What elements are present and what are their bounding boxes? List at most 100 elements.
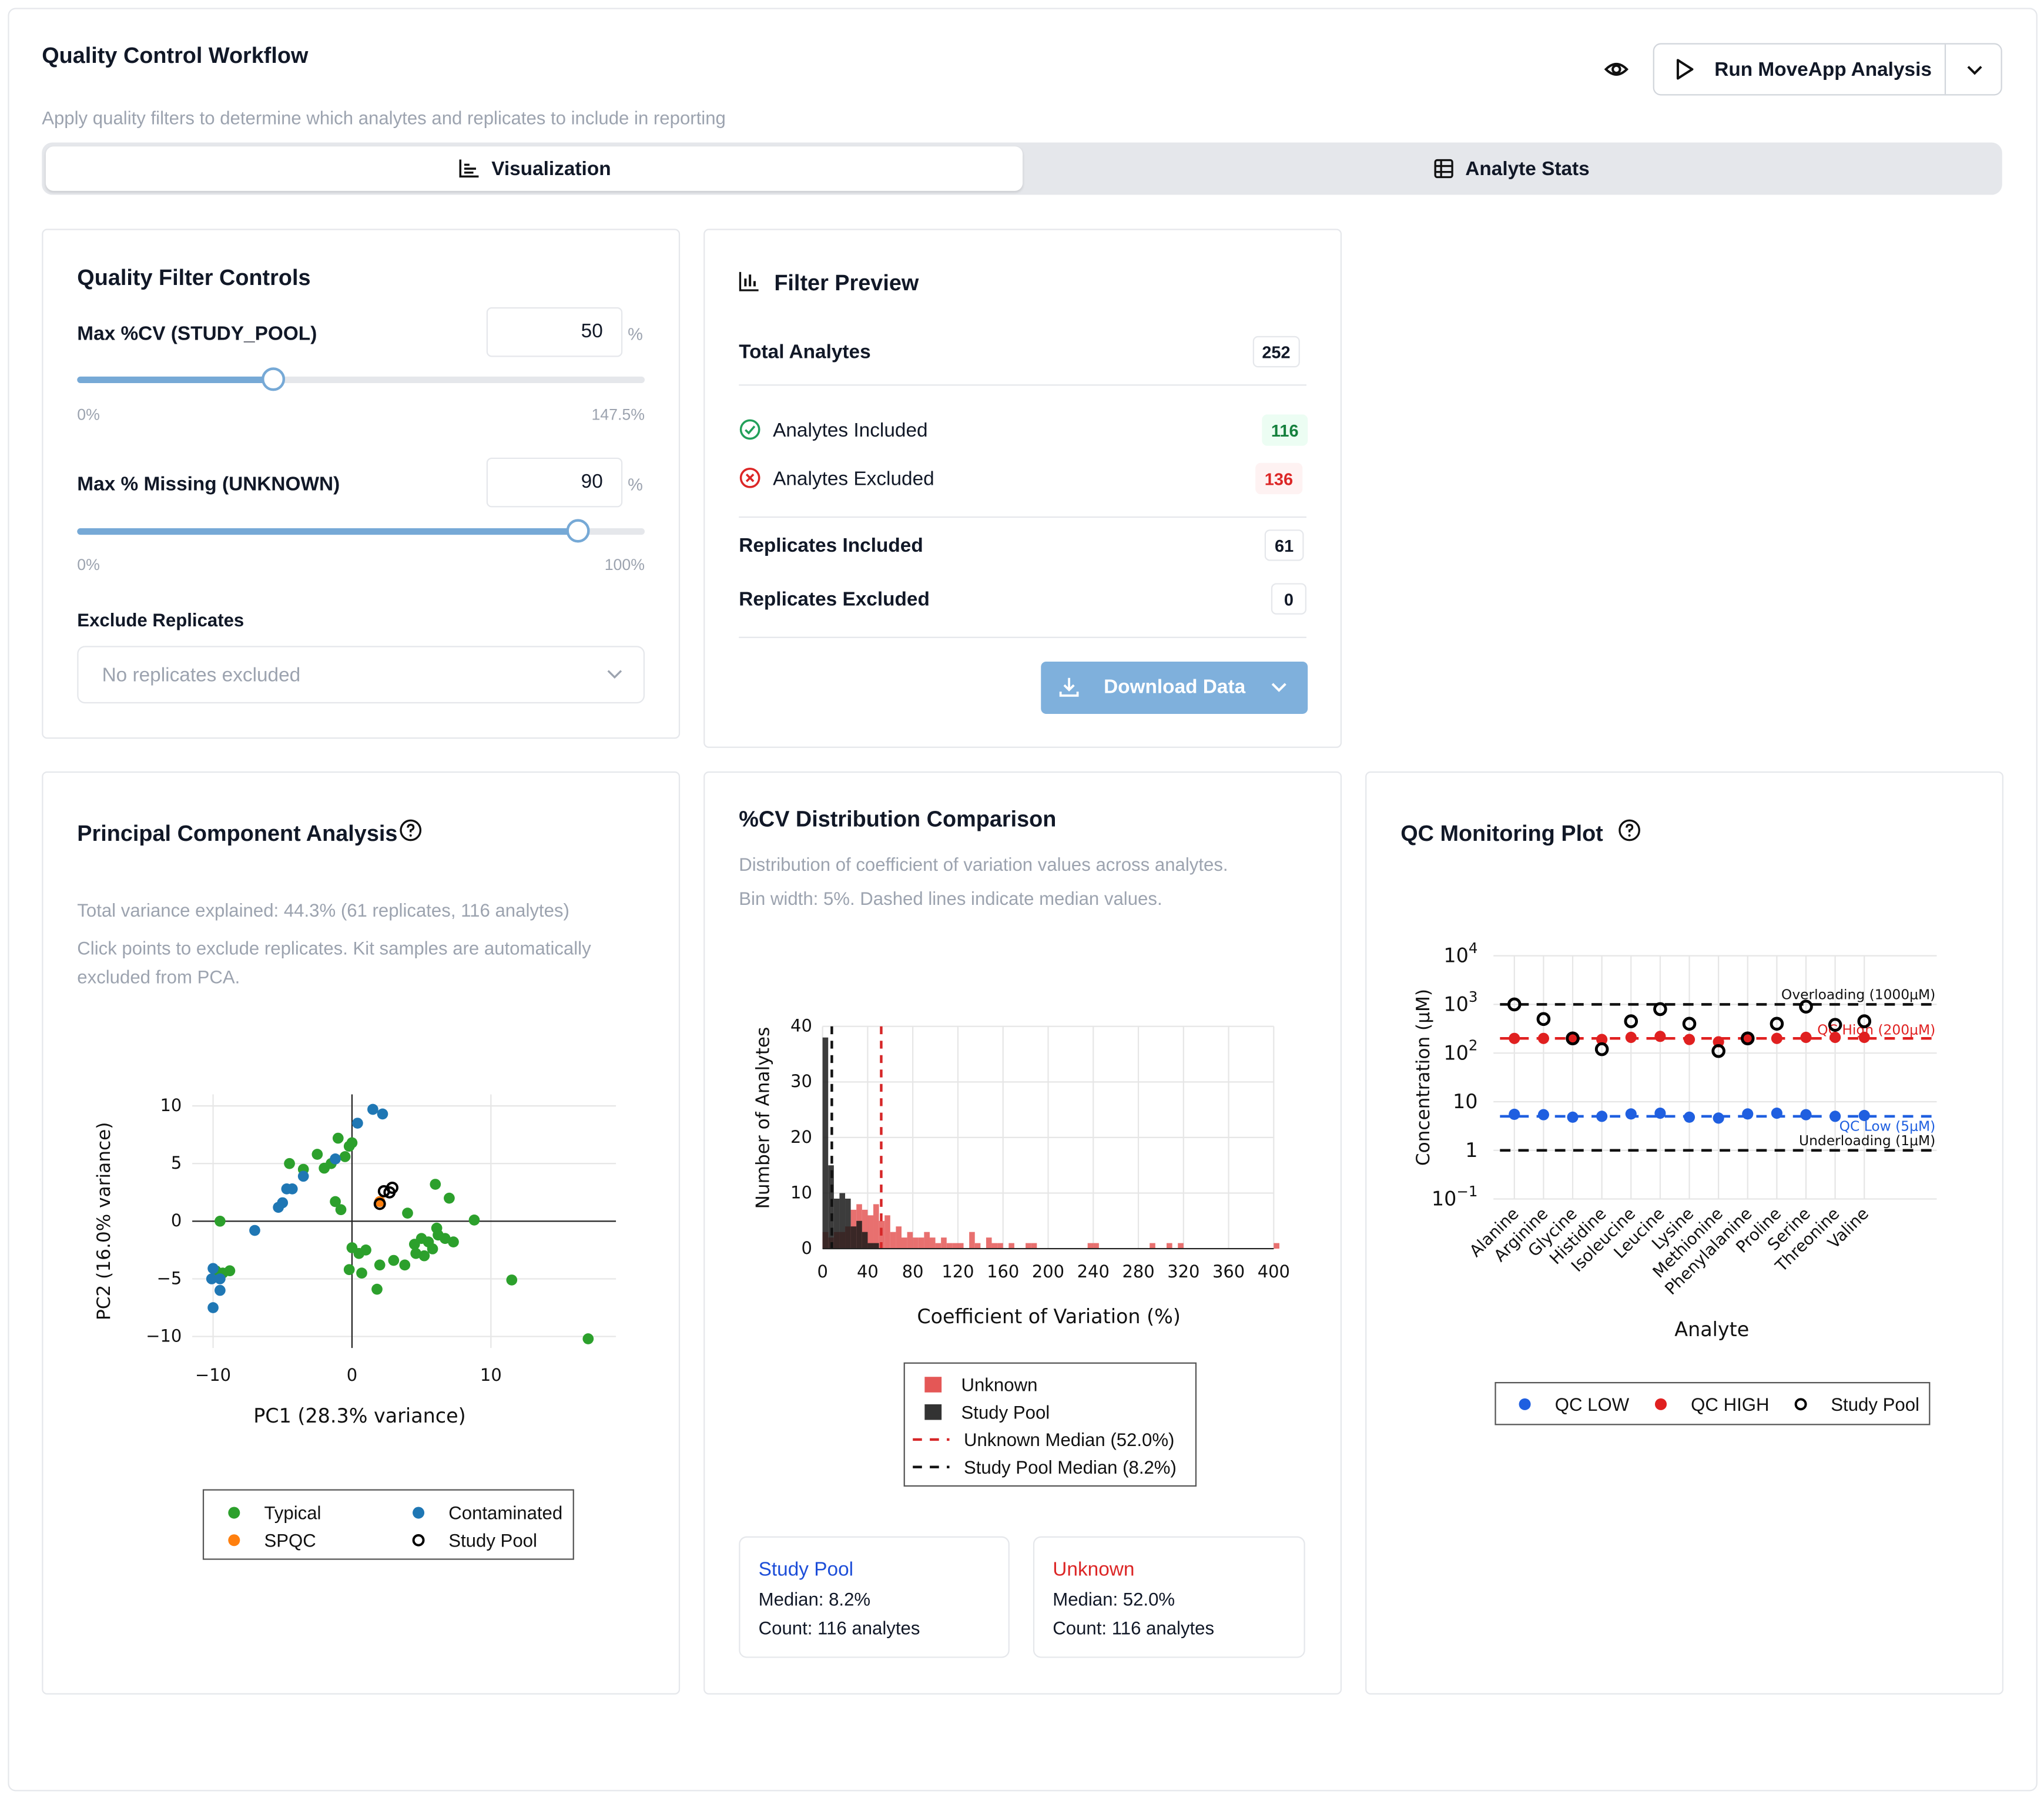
total-analytes-label: Total Analytes (739, 341, 871, 364)
legend-typical[interactable]: Typical (227, 1502, 321, 1524)
max-missing-max: 100% (604, 555, 645, 574)
x-tick-label: 320 (1167, 1262, 1199, 1282)
study-pool-summary: Study Pool Median: 8.2% Count: 116 analy… (739, 1536, 1010, 1658)
pca-point-contaminated (367, 1103, 378, 1115)
download-data-label: Download Data (1104, 676, 1246, 699)
tab-visualization-label: Visualization (491, 157, 611, 180)
pca-point-typical (582, 1333, 594, 1344)
chevron-down-icon (1966, 66, 1982, 75)
legend-unknown-median[interactable]: Unknown Median (52.0%) (912, 1429, 1174, 1450)
study-pool-point (1711, 1044, 1725, 1058)
max-missing-slider-thumb[interactable] (566, 519, 590, 543)
histogram-bar-unknown (986, 1237, 992, 1249)
qc-low-point (1537, 1109, 1549, 1121)
pca-point-contaminated (297, 1170, 309, 1182)
y-tick-label: 10 (790, 1182, 812, 1202)
x-tick-label: −10 (195, 1365, 231, 1385)
run-analysis-split-button: Run MoveApp Analysis (1653, 43, 2002, 96)
y-tick-label: −5 (157, 1268, 182, 1288)
pca-point-typical (311, 1149, 323, 1160)
histogram-bar-unknown (873, 1204, 879, 1249)
max-cv-slider[interactable] (77, 367, 645, 391)
divider (739, 516, 1306, 518)
pca-point-study-pool (373, 1197, 386, 1210)
histogram-bar-unknown (991, 1243, 998, 1249)
qc-monitoring-plot[interactable]: Overloading (1000μM)QC High (200μM)QC Lo… (1399, 935, 1975, 1353)
pca-point-typical (468, 1215, 480, 1226)
replicates-included-label: Replicates Included (739, 535, 923, 557)
y-tick-label: 102 (1443, 1037, 1477, 1065)
legend-spqc[interactable]: SPQC (227, 1529, 316, 1551)
qc-high-point (1625, 1031, 1637, 1044)
reference-line-label: QC Low (5μM) (1839, 1118, 1936, 1134)
max-missing-input[interactable]: 90 (486, 457, 623, 508)
histogram-bar-unknown (867, 1215, 874, 1249)
pca-point-typical (332, 1132, 344, 1144)
help-circle-icon[interactable] (1618, 819, 1641, 842)
pca-point-typical (410, 1247, 422, 1259)
replicates-excluded-badge: 0 (1271, 583, 1306, 615)
max-missing-slider[interactable] (77, 519, 645, 543)
x-tick-label: 240 (1077, 1262, 1110, 1282)
histogram-bar-study-pool (845, 1198, 851, 1249)
study-pool-point (1507, 997, 1522, 1012)
legend-qc-low[interactable]: QC LOW (1518, 1394, 1629, 1415)
x-tick-label: 120 (941, 1262, 974, 1282)
y-tick-label: 1 (1465, 1139, 1477, 1162)
x-tick-label: 10 (480, 1365, 502, 1385)
unknown-summary: Unknown Median: 52.0% Count: 116 analyte… (1033, 1536, 1305, 1658)
histogram-bar-unknown (918, 1237, 924, 1249)
legend-typical-label: Typical (264, 1502, 321, 1524)
x-tick-label: 160 (987, 1262, 1019, 1282)
legend-qc-high[interactable]: QC HIGH (1654, 1394, 1769, 1415)
pca-point-typical (339, 1151, 351, 1162)
histogram-bar-unknown (884, 1215, 890, 1249)
study-pool-count: Count: 116 analytes (758, 1617, 920, 1639)
legend-qc-study-pool[interactable]: Study Pool (1794, 1394, 1919, 1415)
qc-high-point (1800, 1031, 1812, 1044)
pca-point-typical (215, 1215, 226, 1227)
pca-point-typical (284, 1158, 295, 1169)
y-tick-label: 10−1 (1432, 1183, 1478, 1210)
replicates-included-badge: 61 (1264, 529, 1304, 561)
legend-study-pool[interactable]: Study Pool (412, 1529, 537, 1551)
legend-contaminated[interactable]: Contaminated (412, 1502, 562, 1523)
pca-point-typical (360, 1244, 371, 1256)
pca-point-contaminated (249, 1225, 260, 1236)
histogram-bar-study-pool (867, 1243, 874, 1249)
pca-point-typical (506, 1274, 518, 1286)
eye-icon[interactable] (1598, 55, 1634, 83)
run-analysis-button[interactable]: Run MoveApp Analysis (1654, 45, 1945, 95)
help-circle-icon[interactable] (399, 819, 423, 842)
max-cv-input[interactable]: 50 (486, 307, 623, 357)
legend-study-pool-median[interactable]: Study Pool Median (8.2%) (912, 1457, 1177, 1477)
download-data-button[interactable]: Download Data (1041, 661, 1308, 714)
reference-line-label: Underloading (1μM) (1799, 1132, 1935, 1149)
histogram-bar-unknown (1167, 1243, 1172, 1249)
pca-point-typical (343, 1264, 355, 1276)
quality-filter-controls-card: Quality Filter Controls Max %CV (STUDY_P… (42, 229, 681, 739)
histogram-bar-unknown (1026, 1243, 1031, 1249)
study-pool-point (1624, 1014, 1638, 1028)
legend-cv-study-pool[interactable]: Study Pool (924, 1401, 1050, 1423)
tab-visualization[interactable]: Visualization (45, 146, 1023, 191)
study-pool-point (1770, 1017, 1784, 1031)
max-cv-slider-thumb[interactable] (262, 367, 286, 391)
y-tick-label: 40 (790, 1016, 812, 1036)
x-tick-label: 80 (902, 1262, 924, 1282)
legend-qc-low-label: QC LOW (1554, 1394, 1630, 1415)
pca-scatter-plot[interactable]: −10 0 10 10 5 0 −5 −10 PC1 (28.3% variance) PC2 (… (42, 1072, 680, 1451)
filter-preview-title: Filter Preview (774, 270, 919, 296)
pca-point-typical (335, 1204, 347, 1216)
max-cv-slider-fill (77, 376, 274, 383)
cv-histogram[interactable]: 0 40 80 120 160 200 240 280 320 360 400 0 10 20 30 40 Co… (732, 1007, 1334, 1347)
legend-cv-study-pool-label: Study Pool (961, 1401, 1050, 1423)
run-options-dropdown[interactable] (1946, 45, 2002, 95)
study-pool-point (1594, 1042, 1609, 1056)
legend-unknown[interactable]: Unknown (924, 1374, 1037, 1395)
exclude-replicates-select[interactable]: No replicates excluded (77, 646, 645, 704)
histogram-bar-unknown (952, 1243, 958, 1249)
histogram-bar-unknown (896, 1226, 902, 1249)
tab-analyte-stats[interactable]: Analyte Stats (1026, 146, 1999, 191)
x-circle-icon (739, 467, 760, 488)
